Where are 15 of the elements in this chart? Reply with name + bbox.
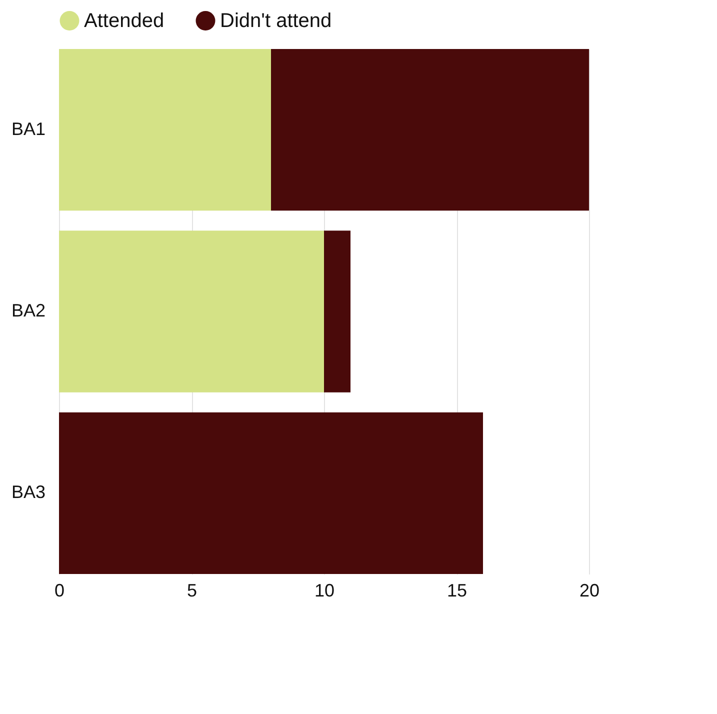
x-tick-label: 5 [186, 580, 198, 600]
y-tick-label: BA3 [11, 482, 46, 502]
bar [59, 412, 483, 574]
x-tick-label: 0 [54, 580, 65, 600]
y-tick-label: BA2 [11, 300, 46, 320]
y-tick-label: BA1 [11, 118, 46, 139]
bar [59, 230, 324, 392]
bar [59, 49, 271, 211]
bar [271, 49, 589, 211]
x-tick-label: 10 [314, 580, 335, 600]
legend-label: Attended [84, 10, 164, 32]
bar [324, 230, 350, 392]
legend-label: Didn't attend [220, 10, 332, 32]
x-tick-label: 15 [446, 580, 468, 600]
x-tick-label: 20 [579, 580, 600, 600]
